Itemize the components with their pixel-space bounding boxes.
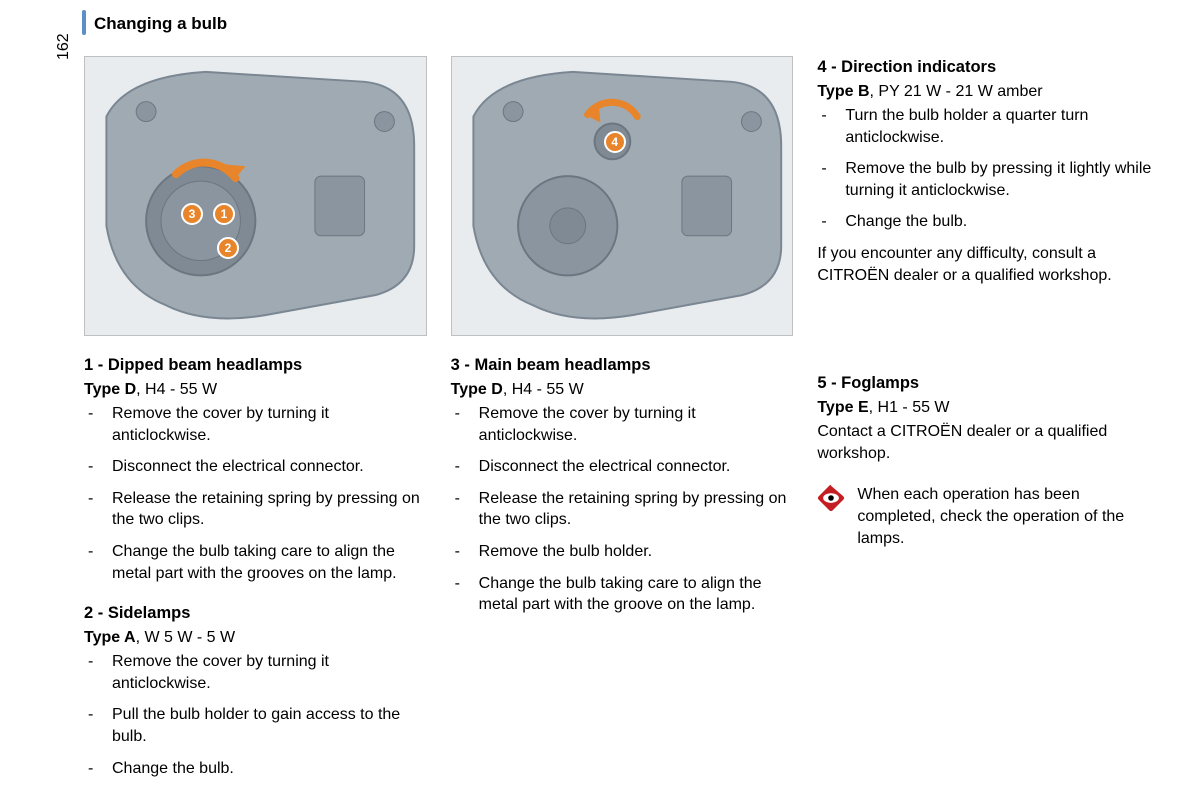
list-item: Remove the bulb holder. — [451, 541, 794, 563]
list-item: Remove the cover by turning it anticlock… — [451, 403, 794, 446]
column-1: 1 2 3 1 - Dipped beam headlamps Type D, … — [84, 56, 427, 789]
list-item: Turn the bulb holder a quarter turn anti… — [817, 105, 1160, 148]
list-item: Remove the cover by turning it anticlock… — [84, 651, 427, 694]
title-accent — [82, 10, 86, 35]
type-foglamps: Type E, H1 - 55 W — [817, 399, 1160, 417]
note-text: When each operation has been completed, … — [857, 484, 1160, 549]
heading-main-beam: 3 - Main beam headlamps — [451, 356, 794, 375]
type-direction-indicators: Type B, PY 21 W - 21 W amber — [817, 83, 1160, 101]
heading-dipped-beam: 1 - Dipped beam headlamps — [84, 356, 427, 375]
marker-1: 1 — [213, 203, 235, 225]
column-3: 4 - Direction indicators Type B, PY 21 W… — [817, 56, 1160, 789]
marker-3: 3 — [181, 203, 203, 225]
figure-left: 1 2 3 — [84, 56, 427, 336]
list-item: Disconnect the electrical connector. — [451, 456, 794, 478]
list-item: Disconnect the electrical connector. — [84, 456, 427, 478]
warning-note: When each operation has been completed, … — [817, 484, 1160, 549]
heading-foglamps: 5 - Foglamps — [817, 374, 1160, 393]
difficulty-note: If you encounter any difficulty, consult… — [817, 243, 1160, 286]
list-item: Remove the bulb by pressing it lightly w… — [817, 158, 1160, 201]
figure-right: 4 — [451, 56, 794, 336]
marker-2: 2 — [217, 237, 239, 259]
type-sidelamps: Type A, W 5 W - 5 W — [84, 629, 427, 647]
steps-dipped-beam: Remove the cover by turning it anticlock… — [84, 403, 427, 584]
steps-main-beam: Remove the cover by turning it anticlock… — [451, 403, 794, 616]
foglamps-body: Contact a CITROËN dealer or a qualified … — [817, 421, 1160, 464]
list-item: Release the retaining spring by pressing… — [451, 488, 794, 531]
page-number: 162 — [55, 33, 73, 60]
list-item: Change the bulb taking care to align the… — [84, 541, 427, 584]
type-main-beam: Type D, H4 - 55 W — [451, 381, 794, 399]
headlamp-diagram-icon — [85, 57, 426, 335]
content-grid: 1 2 3 1 - Dipped beam headlamps Type D, … — [84, 56, 1160, 789]
heading-direction-indicators: 4 - Direction indicators — [817, 58, 1160, 77]
page-title: Changing a bulb — [94, 14, 227, 34]
steps-direction-indicators: Turn the bulb holder a quarter turn anti… — [817, 105, 1160, 233]
headlamp-diagram-icon — [452, 57, 793, 335]
list-item: Change the bulb. — [84, 758, 427, 780]
eye-warning-icon — [817, 484, 845, 512]
list-item: Change the bulb taking care to align the… — [451, 573, 794, 616]
list-item: Release the retaining spring by pressing… — [84, 488, 427, 531]
column-2: 4 3 - Main beam headlamps Type D, H4 - 5… — [451, 56, 794, 789]
list-item: Remove the cover by turning it anticlock… — [84, 403, 427, 446]
list-item: Pull the bulb holder to gain access to t… — [84, 704, 427, 747]
list-item: Change the bulb. — [817, 211, 1160, 233]
heading-sidelamps: 2 - Sidelamps — [84, 604, 427, 623]
type-dipped-beam: Type D, H4 - 55 W — [84, 381, 427, 399]
marker-4: 4 — [604, 131, 626, 153]
steps-sidelamps: Remove the cover by turning it anticlock… — [84, 651, 427, 779]
